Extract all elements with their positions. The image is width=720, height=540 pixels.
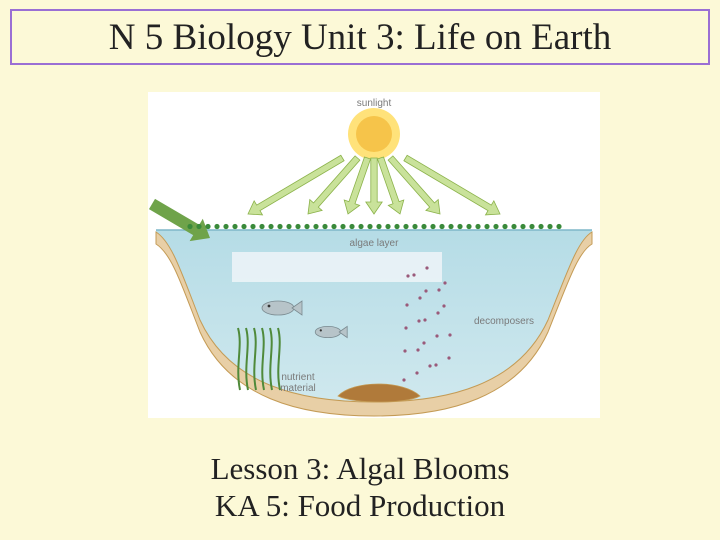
title-text: N 5 Biology Unit 3: Life on Earth	[109, 16, 612, 59]
ka-line: KA 5: Food Production	[0, 487, 720, 524]
svg-text:decomposers: decomposers	[474, 316, 534, 327]
footer-block: Lesson 3: Algal Blooms KA 5: Food Produc…	[0, 450, 720, 524]
svg-text:algae layer: algae layer	[350, 238, 400, 249]
slide-root: N 5 Biology Unit 3: Life on Earth sunlig…	[0, 0, 720, 540]
diagram-svg: sunlight algae layer decomposers nutrientma…	[148, 92, 600, 418]
algal-bloom-diagram: sunlight algae layer decomposers nutrientma…	[148, 92, 600, 418]
lesson-line: Lesson 3: Algal Blooms	[0, 450, 720, 487]
title-box: N 5 Biology Unit 3: Life on Earth	[10, 9, 710, 65]
svg-text:sunlight: sunlight	[357, 98, 392, 109]
svg-text:nutrientmaterial: nutrientmaterial	[280, 372, 316, 394]
